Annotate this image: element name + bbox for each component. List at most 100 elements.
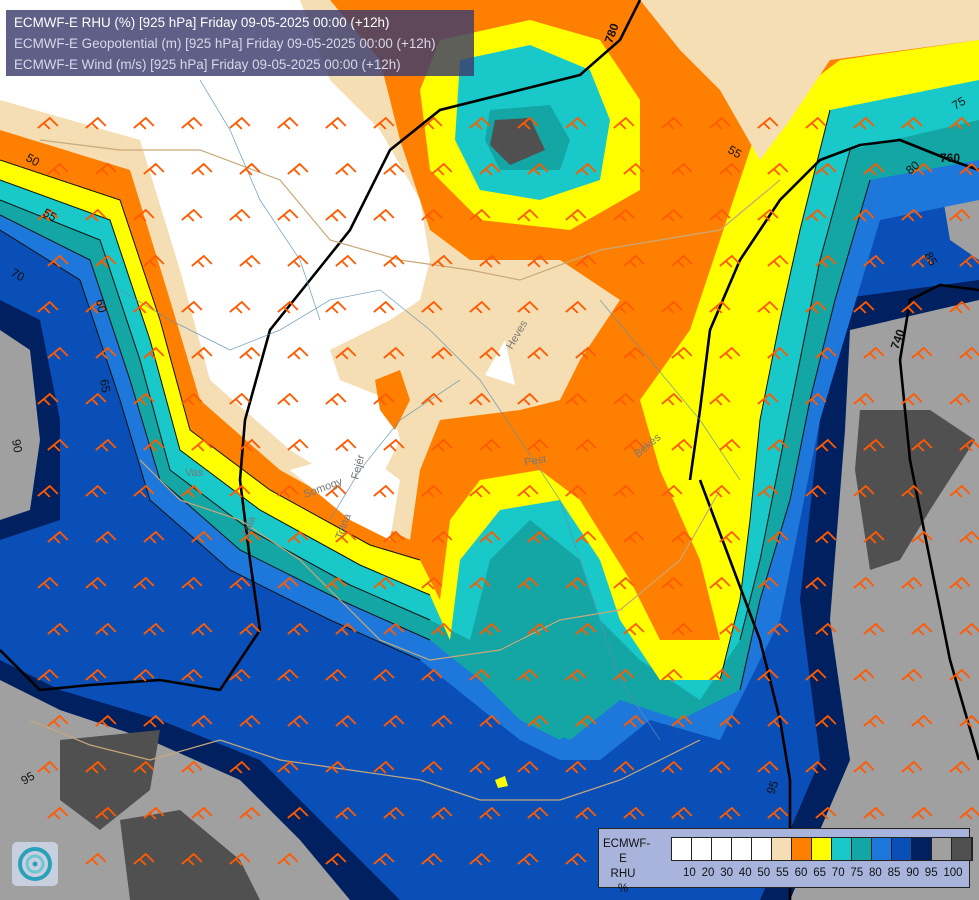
wind-barb-icon xyxy=(469,576,491,590)
rhu-label-50: 50 xyxy=(24,150,43,169)
wind-barb-icon xyxy=(767,438,789,452)
wind-barb-icon xyxy=(469,300,491,314)
legend-tick-label: 85 xyxy=(887,867,901,879)
wind-barb-icon xyxy=(421,484,443,498)
wind-barb-icon xyxy=(239,162,261,176)
wind-barb-icon xyxy=(47,162,69,176)
legend-tick-label: 40 xyxy=(738,867,752,879)
wind-barb-icon xyxy=(469,116,491,130)
wind-barb-icon xyxy=(229,208,251,222)
wind-barb-icon xyxy=(191,622,213,636)
wind-barb-icon xyxy=(335,438,357,452)
wind-barb-icon xyxy=(325,576,347,590)
wind-barb-icon xyxy=(85,576,107,590)
wind-barb-icon xyxy=(901,668,923,682)
wind-barb-icon xyxy=(853,576,875,590)
wind-barb-icon xyxy=(911,806,933,820)
wind-barb-icon xyxy=(421,116,443,130)
wind-barb-icon xyxy=(37,300,59,314)
wind-barb-icon xyxy=(853,484,875,498)
wind-barb-icon xyxy=(239,438,261,452)
wind-barb-icon xyxy=(95,438,117,452)
wind-barb-icon xyxy=(143,438,165,452)
wind-barb-icon xyxy=(421,300,443,314)
rhu-95-region-southwest-b xyxy=(120,810,260,900)
wind-barb-icon xyxy=(479,806,501,820)
wind-barb-icon xyxy=(853,668,875,682)
wind-barb-icon xyxy=(133,668,155,682)
wind-barb-icon xyxy=(671,622,693,636)
wind-barb-icon xyxy=(469,852,491,866)
wind-barb-icon xyxy=(805,208,827,222)
wind-barb-icon xyxy=(863,346,885,360)
wind-barb-icon xyxy=(949,668,971,682)
wind-barb-icon xyxy=(95,714,117,728)
wind-barb-icon xyxy=(623,346,645,360)
wind-barb-icon xyxy=(133,116,155,130)
wind-barb-icon xyxy=(85,116,107,130)
legend-unit: % xyxy=(617,883,629,895)
wind-barb-icon xyxy=(479,254,501,268)
wind-barb-icon xyxy=(661,484,683,498)
wind-barb-icon xyxy=(565,116,587,130)
wind-barb-icon xyxy=(911,622,933,636)
wind-barb-icon xyxy=(47,622,69,636)
wind-barb-icon xyxy=(479,346,501,360)
legend-swatch xyxy=(852,838,872,860)
wind-barb-icon xyxy=(709,392,731,406)
wind-barb-icon xyxy=(767,254,789,268)
wind-barb-icon xyxy=(527,806,549,820)
wind-barb-icon xyxy=(613,484,635,498)
wind-barb-icon xyxy=(191,714,213,728)
wind-barb-icon xyxy=(709,576,731,590)
wind-barb-icon xyxy=(229,300,251,314)
wind-barb-icon xyxy=(661,392,683,406)
wind-barb-icon xyxy=(95,622,117,636)
wind-barb-icon xyxy=(479,530,501,544)
wind-barb-icon xyxy=(517,852,539,866)
wind-barb-icon xyxy=(421,852,443,866)
wind-barb-icon xyxy=(661,208,683,222)
legend-swatch xyxy=(812,838,832,860)
wind-barb-icon xyxy=(623,806,645,820)
wind-barb-icon xyxy=(469,208,491,222)
wind-barb-icon xyxy=(335,162,357,176)
wind-barb-icon xyxy=(623,254,645,268)
wind-barb-icon xyxy=(229,760,251,774)
wind-barb-icon xyxy=(37,392,59,406)
wind-barb-icon xyxy=(383,438,405,452)
legend-swatch xyxy=(712,838,732,860)
wind-barb-icon xyxy=(95,806,117,820)
wind-barb-icon xyxy=(901,760,923,774)
wind-barb-icon xyxy=(719,806,741,820)
legend-color-bar xyxy=(671,837,973,861)
legend-swatch xyxy=(832,838,852,860)
geopotential-label-southeast: 740 xyxy=(888,327,908,351)
wind-barb-icon xyxy=(805,116,827,130)
wind-barb-icon xyxy=(527,254,549,268)
wind-barb-icon xyxy=(469,392,491,406)
wind-barb-icon xyxy=(959,806,979,820)
wind-barb-icon xyxy=(85,760,107,774)
wind-barb-icon xyxy=(949,116,971,130)
wind-barb-icon xyxy=(719,254,741,268)
wind-barb-icon xyxy=(757,208,779,222)
rhu-60-tiny-cell xyxy=(495,776,508,788)
legend-swatch xyxy=(892,838,912,860)
wind-barb-icon xyxy=(181,300,203,314)
wind-barb-icon xyxy=(815,254,837,268)
wind-barb-icon xyxy=(949,484,971,498)
legend-swatch xyxy=(932,838,952,860)
wind-barb-icon xyxy=(959,622,979,636)
wind-barb-icon xyxy=(47,530,69,544)
wind-barb-icon xyxy=(469,760,491,774)
wind-barb-icon xyxy=(239,622,261,636)
wind-barb-icon xyxy=(191,162,213,176)
wind-barb-icon xyxy=(431,806,453,820)
wind-barb-icon xyxy=(853,760,875,774)
legend-swatch xyxy=(952,838,972,860)
wind-barb-icon xyxy=(517,760,539,774)
wind-barb-icon xyxy=(709,484,731,498)
wind-barb-icon xyxy=(469,668,491,682)
wind-barb-icon xyxy=(373,484,395,498)
